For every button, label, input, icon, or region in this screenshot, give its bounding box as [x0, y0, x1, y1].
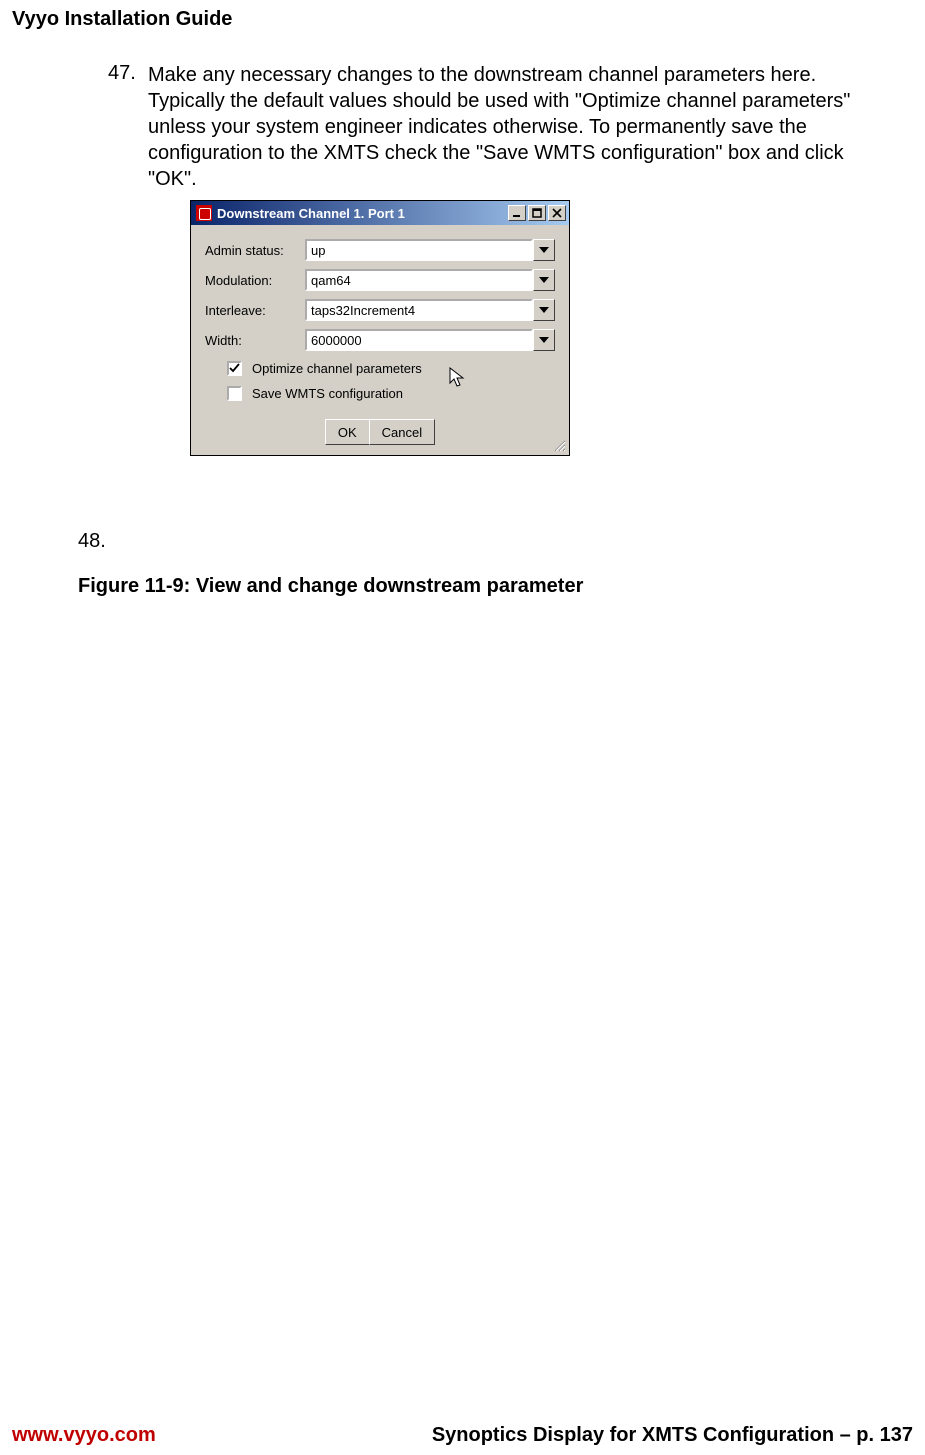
dialog-title: Downstream Channel 1. Port 1	[217, 206, 508, 221]
optimize-checkbox-label: Optimize channel parameters	[252, 361, 422, 376]
step-body-47: Make any necessary changes to the downst…	[148, 62, 855, 192]
step-number-47: 47.	[108, 62, 136, 85]
maximize-button[interactable]	[528, 205, 546, 221]
downstream-channel-dialog: Downstream Channel 1. Port 1 Admin statu…	[190, 200, 570, 456]
modulation-dropdown-button[interactable]	[533, 269, 555, 291]
step-number-48: 48.	[78, 530, 106, 553]
width-input[interactable]	[305, 329, 533, 351]
optimize-checkbox[interactable]	[227, 361, 242, 376]
modulation-input[interactable]	[305, 269, 533, 291]
modulation-label: Modulation:	[205, 273, 305, 288]
admin-status-input[interactable]	[305, 239, 533, 261]
figure-caption: Figure 11-9: View and change downstream …	[78, 575, 583, 598]
save-wmts-checkbox[interactable]	[227, 386, 242, 401]
page-header: Vyyo Installation Guide	[12, 8, 232, 31]
admin-status-dropdown-button[interactable]	[533, 239, 555, 261]
footer-section-page: Synoptics Display for XMTS Configuration…	[432, 1424, 913, 1447]
minimize-button[interactable]	[508, 205, 526, 221]
app-icon	[196, 205, 212, 221]
dialog-titlebar[interactable]: Downstream Channel 1. Port 1	[191, 201, 569, 225]
interleave-input[interactable]	[305, 299, 533, 321]
interleave-dropdown-button[interactable]	[533, 299, 555, 321]
resize-grip-icon[interactable]	[552, 438, 566, 452]
width-dropdown-button[interactable]	[533, 329, 555, 351]
interleave-label: Interleave:	[205, 303, 305, 318]
cancel-button[interactable]: Cancel	[369, 419, 435, 445]
close-button[interactable]	[548, 205, 566, 221]
save-wmts-checkbox-label: Save WMTS configuration	[252, 386, 403, 401]
width-label: Width:	[205, 333, 305, 348]
admin-status-label: Admin status:	[205, 243, 305, 258]
ok-button[interactable]: OK	[325, 419, 370, 445]
footer-url: www.vyyo.com	[12, 1424, 156, 1447]
